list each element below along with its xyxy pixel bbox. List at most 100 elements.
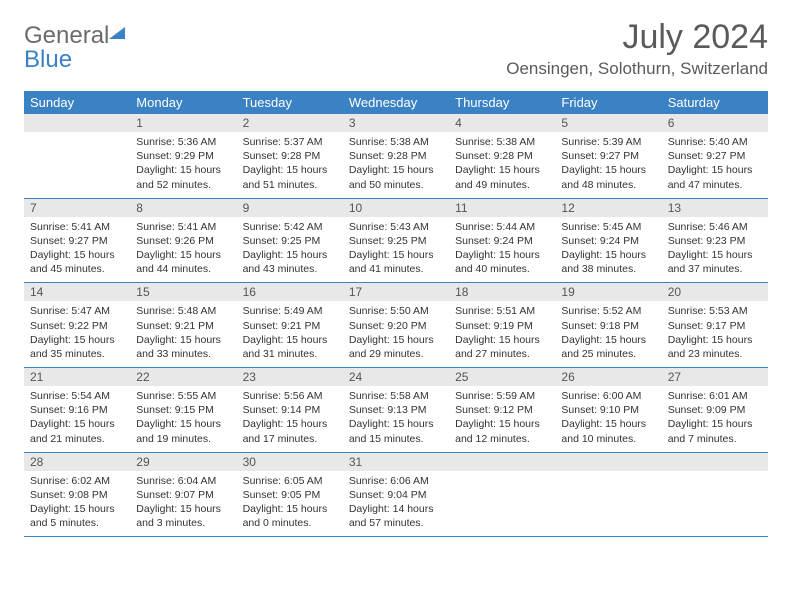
calendar-cell [24,114,130,198]
sunrise-text: Sunrise: 5:41 AM [136,220,230,234]
day-number: 1 [130,114,236,132]
daylight-text: Daylight: 15 hours and 10 minutes. [561,417,655,445]
sunset-text: Sunset: 9:27 PM [668,149,762,163]
day-number: 19 [555,283,661,301]
calendar-cell: 8Sunrise: 5:41 AMSunset: 9:26 PMDaylight… [130,198,236,283]
day-body: Sunrise: 6:04 AMSunset: 9:07 PMDaylight:… [130,471,236,537]
title-block: July 2024 Oensingen, Solothurn, Switzerl… [506,18,768,79]
sunrise-text: Sunrise: 5:44 AM [455,220,549,234]
header: General Blue July 2024 Oensingen, Soloth… [24,18,768,79]
calendar-cell: 24Sunrise: 5:58 AMSunset: 9:13 PMDayligh… [343,368,449,453]
daylight-text: Daylight: 15 hours and 17 minutes. [243,417,337,445]
calendar-cell: 28Sunrise: 6:02 AMSunset: 9:08 PMDayligh… [24,452,130,537]
sunrise-text: Sunrise: 5:46 AM [668,220,762,234]
sunset-text: Sunset: 9:25 PM [349,234,443,248]
day-body: Sunrise: 5:38 AMSunset: 9:28 PMDaylight:… [449,132,555,198]
sunrise-text: Sunrise: 5:42 AM [243,220,337,234]
sunrise-text: Sunrise: 5:59 AM [455,389,549,403]
sunrise-text: Sunrise: 5:53 AM [668,304,762,318]
day-body: Sunrise: 5:58 AMSunset: 9:13 PMDaylight:… [343,386,449,452]
month-title: July 2024 [506,18,768,57]
day-number: 2 [237,114,343,132]
day-body: Sunrise: 5:38 AMSunset: 9:28 PMDaylight:… [343,132,449,198]
sunset-text: Sunset: 9:17 PM [668,319,762,333]
calendar-cell: 29Sunrise: 6:04 AMSunset: 9:07 PMDayligh… [130,452,236,537]
sunset-text: Sunset: 9:24 PM [455,234,549,248]
daylight-text: Daylight: 15 hours and 45 minutes. [30,248,124,276]
sunset-text: Sunset: 9:16 PM [30,403,124,417]
day-header-thu: Thursday [449,91,555,114]
daylight-text: Daylight: 15 hours and 29 minutes. [349,333,443,361]
calendar-cell: 6Sunrise: 5:40 AMSunset: 9:27 PMDaylight… [662,114,768,198]
day-body: Sunrise: 5:43 AMSunset: 9:25 PMDaylight:… [343,217,449,283]
day-number [662,453,768,471]
day-header-sun: Sunday [24,91,130,114]
day-body: Sunrise: 5:41 AMSunset: 9:26 PMDaylight:… [130,217,236,283]
daylight-text: Daylight: 15 hours and 5 minutes. [30,502,124,530]
day-body: Sunrise: 5:56 AMSunset: 9:14 PMDaylight:… [237,386,343,452]
sunset-text: Sunset: 9:08 PM [30,488,124,502]
sunset-text: Sunset: 9:13 PM [349,403,443,417]
sunset-text: Sunset: 9:28 PM [455,149,549,163]
sunset-text: Sunset: 9:21 PM [243,319,337,333]
day-body: Sunrise: 5:50 AMSunset: 9:20 PMDaylight:… [343,301,449,367]
day-body: Sunrise: 5:54 AMSunset: 9:16 PMDaylight:… [24,386,130,452]
sunset-text: Sunset: 9:23 PM [668,234,762,248]
daylight-text: Daylight: 15 hours and 52 minutes. [136,163,230,191]
day-body: Sunrise: 6:06 AMSunset: 9:04 PMDaylight:… [343,471,449,537]
day-number: 24 [343,368,449,386]
sunset-text: Sunset: 9:09 PM [668,403,762,417]
day-number: 26 [555,368,661,386]
day-body: Sunrise: 6:02 AMSunset: 9:08 PMDaylight:… [24,471,130,537]
sunset-text: Sunset: 9:14 PM [243,403,337,417]
day-body: Sunrise: 5:52 AMSunset: 9:18 PMDaylight:… [555,301,661,367]
calendar-cell: 7Sunrise: 5:41 AMSunset: 9:27 PMDaylight… [24,198,130,283]
daylight-text: Daylight: 15 hours and 35 minutes. [30,333,124,361]
sunset-text: Sunset: 9:12 PM [455,403,549,417]
daylight-text: Daylight: 15 hours and 44 minutes. [136,248,230,276]
daylight-text: Daylight: 15 hours and 49 minutes. [455,163,549,191]
sunrise-text: Sunrise: 5:47 AM [30,304,124,318]
sunrise-text: Sunrise: 5:54 AM [30,389,124,403]
day-body: Sunrise: 5:36 AMSunset: 9:29 PMDaylight:… [130,132,236,198]
sunset-text: Sunset: 9:22 PM [30,319,124,333]
day-number: 5 [555,114,661,132]
day-body: Sunrise: 5:41 AMSunset: 9:27 PMDaylight:… [24,217,130,283]
day-number: 18 [449,283,555,301]
day-body: Sunrise: 5:59 AMSunset: 9:12 PMDaylight:… [449,386,555,452]
daylight-text: Daylight: 15 hours and 50 minutes. [349,163,443,191]
daylight-text: Daylight: 15 hours and 12 minutes. [455,417,549,445]
calendar-week-row: 28Sunrise: 6:02 AMSunset: 9:08 PMDayligh… [24,452,768,537]
day-header-sat: Saturday [662,91,768,114]
daylight-text: Daylight: 15 hours and 48 minutes. [561,163,655,191]
calendar-cell: 20Sunrise: 5:53 AMSunset: 9:17 PMDayligh… [662,283,768,368]
sunrise-text: Sunrise: 6:06 AM [349,474,443,488]
location-text: Oensingen, Solothurn, Switzerland [506,59,768,79]
calendar-cell [662,452,768,537]
day-number: 17 [343,283,449,301]
day-number: 31 [343,453,449,471]
day-body: Sunrise: 5:49 AMSunset: 9:21 PMDaylight:… [237,301,343,367]
daylight-text: Daylight: 15 hours and 51 minutes. [243,163,337,191]
sunset-text: Sunset: 9:04 PM [349,488,443,502]
day-number: 8 [130,199,236,217]
calendar-cell: 14Sunrise: 5:47 AMSunset: 9:22 PMDayligh… [24,283,130,368]
sunrise-text: Sunrise: 6:00 AM [561,389,655,403]
calendar-cell: 2Sunrise: 5:37 AMSunset: 9:28 PMDaylight… [237,114,343,198]
sunset-text: Sunset: 9:10 PM [561,403,655,417]
sunset-text: Sunset: 9:07 PM [136,488,230,502]
daylight-text: Daylight: 15 hours and 33 minutes. [136,333,230,361]
sunset-text: Sunset: 9:29 PM [136,149,230,163]
day-body: Sunrise: 5:37 AMSunset: 9:28 PMDaylight:… [237,132,343,198]
sunrise-text: Sunrise: 5:36 AM [136,135,230,149]
sunset-text: Sunset: 9:18 PM [561,319,655,333]
sunrise-text: Sunrise: 5:38 AM [349,135,443,149]
sunset-text: Sunset: 9:28 PM [243,149,337,163]
calendar-cell: 19Sunrise: 5:52 AMSunset: 9:18 PMDayligh… [555,283,661,368]
day-number [449,453,555,471]
day-body: Sunrise: 6:05 AMSunset: 9:05 PMDaylight:… [237,471,343,537]
calendar-week-row: 7Sunrise: 5:41 AMSunset: 9:27 PMDaylight… [24,198,768,283]
calendar-body: 1Sunrise: 5:36 AMSunset: 9:29 PMDaylight… [24,114,768,537]
day-number: 27 [662,368,768,386]
day-number: 29 [130,453,236,471]
